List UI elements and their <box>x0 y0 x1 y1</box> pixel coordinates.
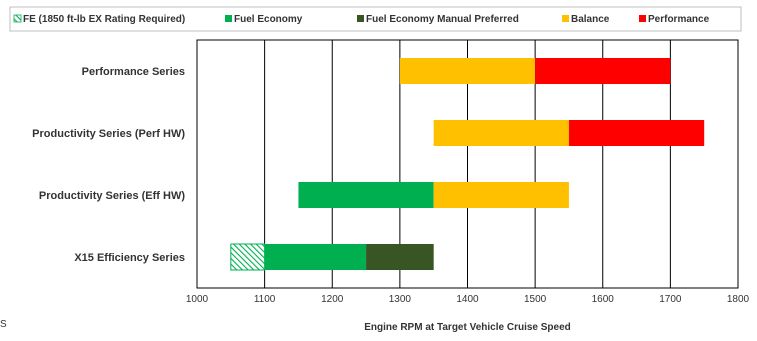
legend-label-4: Performance <box>648 14 710 25</box>
legend-frame <box>9 6 742 32</box>
labels: 1000 1100 1200 1300 1400 1500 1600 1700 1800 Perf… <box>0 66 750 333</box>
x-tick-label-1800: 1800 <box>727 294 750 305</box>
legend-swatch-4 <box>639 15 646 22</box>
bar-3-2 <box>366 244 434 270</box>
bar-0-4 <box>535 58 671 84</box>
legend-label-0: FE (1850 ft-lb EX Rating Required) <box>23 14 185 25</box>
bar-0-3 <box>399 58 536 84</box>
x-axis-title: Engine RPM at Target Vehicle Cruise Spee… <box>364 322 571 333</box>
x-tick-label-1700: 1700 <box>659 294 682 305</box>
legend-label-1: Fuel Economy <box>234 14 303 25</box>
legend-swatch-3 <box>562 15 569 22</box>
x-tick-label-1100: 1100 <box>254 294 276 305</box>
bar-3-0 <box>230 243 266 271</box>
bars <box>230 58 705 271</box>
x-tick-label-1300: 1300 <box>389 294 412 305</box>
legend-swatch-2 <box>357 15 364 22</box>
legend-swatch-0 <box>13 14 22 23</box>
x-tick-label-1000: 1000 <box>186 294 209 305</box>
legend-swatch-1 <box>225 15 232 22</box>
category-label-1: Productivity Series (Perf HW) <box>32 128 185 140</box>
category-label-2: Productivity Series (Eff HW) <box>39 190 185 202</box>
category-label-0: Performance Series <box>82 66 185 78</box>
x-tick-label-1500: 1500 <box>524 294 547 305</box>
legend-label-2: Fuel Economy Manual Preferred <box>366 14 519 25</box>
x-tick-label-1200: 1200 <box>321 294 344 305</box>
x-tick-label-1600: 1600 <box>592 294 615 305</box>
stray-text: S <box>0 319 7 330</box>
bar-2-1 <box>298 182 434 208</box>
x-tick-label-1400: 1400 <box>456 294 479 305</box>
legend-label-3: Balance <box>571 14 610 25</box>
bar-3-1 <box>264 244 367 270</box>
legend: FE (1850 ft-lb EX Rating Required) Fuel E… <box>9 6 742 32</box>
bar-2-3 <box>433 182 569 208</box>
bar-1-4 <box>568 120 705 146</box>
category-label-3: X15 Efficiency Series <box>74 252 185 264</box>
bar-1-3 <box>433 120 569 146</box>
